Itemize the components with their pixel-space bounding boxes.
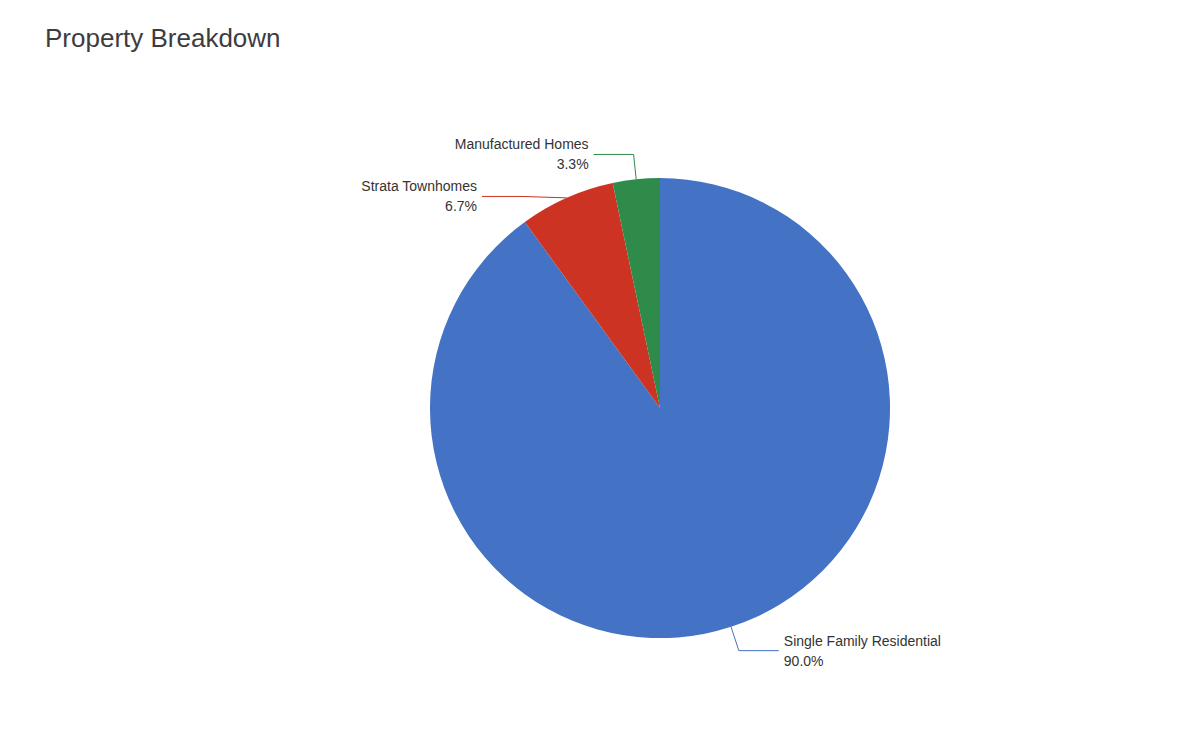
svg-text:Manufactured Homes: Manufactured Homes xyxy=(455,136,589,152)
svg-text:6.7%: 6.7% xyxy=(445,198,477,214)
svg-text:90.0%: 90.0% xyxy=(784,653,824,669)
svg-text:Property Breakdown: Property Breakdown xyxy=(45,23,281,53)
svg-text:3.3%: 3.3% xyxy=(557,156,589,172)
svg-text:Single Family Residential: Single Family Residential xyxy=(784,633,941,649)
svg-text:Strata Townhomes: Strata Townhomes xyxy=(361,178,477,194)
